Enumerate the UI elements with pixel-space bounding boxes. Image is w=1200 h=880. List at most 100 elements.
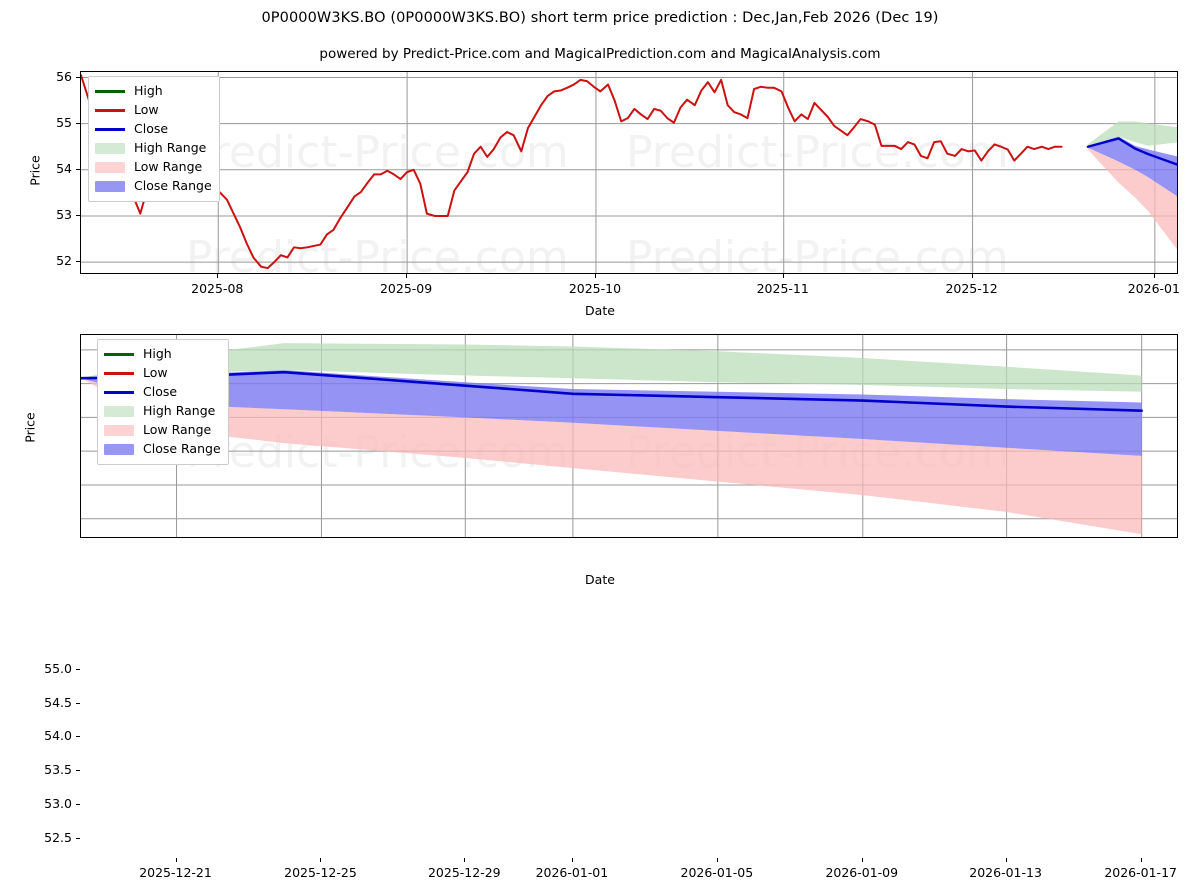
- top-chart-legend[interactable]: High Low Close High Range Low Range Close Ran…: [88, 76, 220, 202]
- page-title: 0P0000W3KS.BO (0P0000W3KS.BO) short term…: [261, 10, 939, 26]
- y-tick-mark: [76, 803, 80, 805]
- x-tick-mark: [464, 858, 466, 862]
- legend-patch-swatch-icon: [95, 181, 125, 192]
- y-tick-mark: [76, 770, 80, 772]
- bottom-legend-item-high: High: [104, 345, 220, 364]
- x-tick-label: 2025-12-21: [139, 865, 212, 880]
- y-tick-mark: [76, 736, 80, 738]
- bottom-legend-item-low-range: Low Range: [104, 421, 220, 440]
- x-tick-label: 2026-01-01: [535, 865, 609, 880]
- top-chart-panel: Price Date Predict-Price.com Predict-Pric…: [0, 0, 1200, 320]
- legend-line-swatch-icon: [104, 353, 134, 356]
- x-tick-label: 2025-11: [756, 281, 809, 296]
- legend-line-swatch-icon: [104, 391, 134, 394]
- top-legend-item-low-range: Low Range: [95, 158, 211, 177]
- x-tick-label: 2025-10: [568, 281, 622, 296]
- x-tick-mark: [1153, 274, 1155, 278]
- x-tick-label: 2025-12: [945, 281, 998, 296]
- legend-item-label: Close Range: [143, 441, 221, 457]
- y-tick-mark: [76, 76, 80, 78]
- x-tick-mark: [594, 274, 596, 278]
- legend-patch-swatch-icon: [95, 143, 125, 154]
- x-tick-mark: [716, 858, 718, 862]
- y-tick-mark: [76, 837, 80, 839]
- top-legend-item-high-range: High Range: [95, 139, 211, 158]
- y-tick-mark: [76, 702, 80, 704]
- x-tick-mark: [971, 274, 973, 278]
- bottom-legend-item-close-range: Close Range: [104, 440, 221, 459]
- legend-patch-swatch-icon: [104, 444, 134, 455]
- y-tick-label: 53.0: [44, 795, 72, 811]
- watermark-text: Predict-Price.com: [626, 232, 1009, 274]
- legend-item-label: Close: [134, 121, 169, 137]
- x-tick-mark: [320, 858, 322, 862]
- legend-line-swatch-icon: [95, 128, 125, 131]
- close-range-band: [1087, 136, 1177, 197]
- top-legend-item-close-range: Close Range: [95, 177, 212, 196]
- top-legend-item-close: Close: [95, 120, 211, 139]
- x-tick-mark: [782, 274, 784, 278]
- x-tick-label: 2025-09: [379, 281, 433, 296]
- top-legend-item-high: High: [95, 82, 211, 101]
- bottom-legend-item-low: Low: [104, 364, 220, 383]
- legend-item-label: High Range: [134, 140, 207, 156]
- legend-line-swatch-icon: [95, 109, 125, 112]
- low-range-band: [81, 378, 1142, 535]
- y-tick-label: 53.5: [44, 762, 72, 778]
- low-range-band: [1087, 147, 1177, 250]
- x-tick-mark: [406, 274, 408, 278]
- legend-item-label: Low Range: [143, 422, 212, 438]
- y-tick-mark: [76, 214, 80, 216]
- legend-patch-swatch-icon: [95, 162, 125, 173]
- legend-item-label: Low: [143, 365, 168, 381]
- bottom-y-axis-label: Price: [22, 412, 38, 443]
- legend-item-label: Low: [134, 102, 159, 118]
- x-tick-label: 2026-01-13: [969, 865, 1042, 880]
- y-tick-label: 52.5: [44, 829, 72, 845]
- top-x-axis-label: Date: [585, 303, 615, 318]
- watermark-text: Predict-Price.com: [626, 127, 1009, 178]
- y-tick-mark: [76, 668, 80, 670]
- y-tick-label: 52: [56, 253, 72, 269]
- x-tick-mark: [571, 858, 573, 862]
- low-history-line: [81, 74, 1063, 270]
- y-tick-label: 55: [56, 114, 72, 130]
- x-tick-label: 2026-01: [1127, 281, 1180, 296]
- y-tick-label: 56: [56, 68, 72, 84]
- legend-item-label: High Range: [143, 403, 216, 419]
- watermark-group: Predict-Price.com Predict-Price.com Predic…: [186, 127, 1009, 274]
- top-legend-item-low: Low: [95, 101, 211, 120]
- y-tick-mark: [76, 122, 80, 124]
- legend-line-swatch-icon: [95, 90, 125, 93]
- legend-patch-swatch-icon: [104, 406, 134, 417]
- x-tick-label: 2025-12-25: [284, 865, 357, 880]
- x-tick-label: 2025-12-29: [427, 865, 501, 880]
- high-range-band: [1087, 121, 1177, 147]
- legend-item-label: Close Range: [134, 178, 212, 194]
- x-tick-label: 2025-08: [191, 281, 244, 296]
- legend-item-label: High: [143, 346, 172, 362]
- high-range-band: [81, 343, 1142, 392]
- x-tick-mark: [861, 858, 863, 862]
- y-tick-label: 54.0: [44, 728, 72, 744]
- bottom-chart-legend[interactable]: High Low Close High Range Low Range Close Ran…: [97, 339, 229, 465]
- x-tick-mark: [217, 274, 219, 278]
- y-tick-label: 53: [56, 206, 72, 222]
- x-tick-mark: [175, 858, 177, 862]
- bottom-x-axis-label: Date: [585, 572, 615, 587]
- y-tick-label: 55.0: [44, 660, 72, 676]
- bottom-chart-panel: Price Date Predict-Price.comPredict-Pric…: [0, 320, 1200, 880]
- x-tick-mark: [1140, 858, 1142, 862]
- top-plot-area[interactable]: Predict-Price.com Predict-Price.com Predic…: [80, 71, 1178, 274]
- gridlines: [81, 72, 1177, 273]
- close-range-band: [81, 370, 1142, 456]
- x-tick-label: 2026-01-05: [680, 865, 754, 880]
- y-tick-mark: [76, 261, 80, 263]
- y-tick-label: 54.5: [44, 694, 72, 710]
- close-forecast-line: [1086, 137, 1177, 166]
- x-tick-label: 2026-01-17: [1104, 865, 1177, 880]
- top-chart-svg: Predict-Price.com Predict-Price.com Predic…: [81, 72, 1177, 274]
